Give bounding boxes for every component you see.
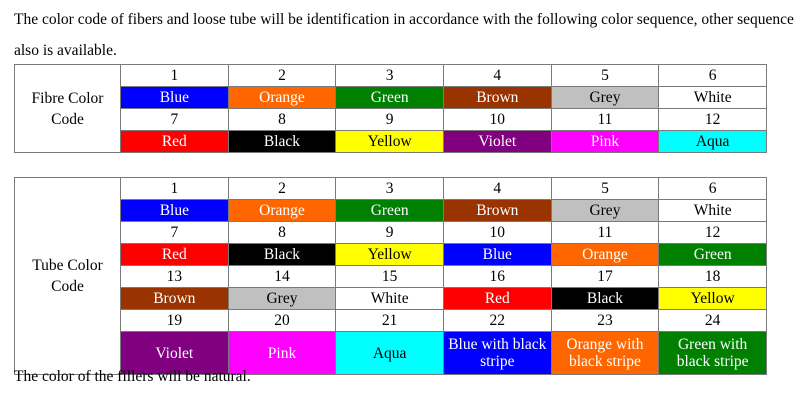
color-row: Red Black Yellow Violet Pink Aqua [15, 130, 767, 153]
color-swatch-cell: Grey [550, 199, 660, 222]
color-swatch-cell: Yellow [335, 130, 444, 153]
position-number-cell: 13 [120, 265, 229, 288]
fillers-note: The color of the fillers will be natural… [14, 368, 251, 385]
position-number-cell: 2 [227, 64, 337, 87]
position-number-cell: 23 [550, 309, 660, 332]
color-swatch-cell: White [658, 86, 767, 109]
position-number-cell: 16 [442, 265, 552, 288]
color-swatch-cell: Black [227, 243, 337, 266]
number-row: 13 14 15 16 17 18 [15, 265, 767, 288]
color-swatch-cell: Green with black stripe [658, 331, 767, 375]
color-swatch-cell: Red [120, 130, 229, 153]
position-number-cell: 8 [227, 221, 337, 244]
color-row: Blue Orange Green Brown Grey White [15, 86, 767, 109]
color-swatch-cell: Aqua [658, 130, 767, 153]
position-number-cell: 1 [120, 64, 229, 87]
number-row: Tube Color Code 1 2 3 4 5 6 [14, 177, 767, 375]
table-label-line: Code [51, 278, 84, 295]
color-swatch-cell: Yellow [658, 287, 767, 310]
position-number-cell: 22 [442, 309, 552, 332]
position-number-cell: 14 [227, 265, 337, 288]
color-swatch-cell: Black [227, 130, 337, 153]
color-swatch-cell: Green [335, 199, 444, 222]
color-swatch-cell: Pink [550, 130, 660, 153]
color-swatch-cell: Brown [442, 86, 552, 109]
color-swatch-cell: White [335, 287, 444, 310]
color-swatch-cell: Black [550, 287, 660, 310]
color-row: Red Black Yellow Blue Orange Green [15, 243, 767, 266]
color-swatch-cell: Grey [550, 86, 660, 109]
number-row: 7 8 9 10 11 12 [15, 221, 767, 244]
color-swatch-cell: Red [120, 243, 229, 266]
position-number-cell: 5 [550, 64, 660, 87]
position-number-cell: 18 [658, 265, 767, 288]
position-number-cell: 7 [120, 221, 229, 244]
color-swatch-cell: Grey [227, 287, 337, 310]
position-number-cell: 8 [227, 108, 337, 131]
position-number-cell: 20 [227, 309, 337, 332]
position-number-cell: 1 [120, 177, 229, 200]
intro-paragraph: The color code of fibers and loose tube … [14, 11, 794, 59]
color-swatch-cell: Orange [550, 243, 660, 266]
color-swatch-cell: White [658, 199, 767, 222]
number-row: 7 8 9 10 11 12 [15, 108, 767, 131]
position-number-cell: 24 [658, 309, 767, 332]
position-number-cell: 9 [335, 221, 444, 244]
position-number-cell: 9 [335, 108, 444, 131]
position-number-cell: 7 [120, 108, 229, 131]
table-label-line: Code [51, 110, 84, 128]
position-number-cell: 11 [550, 108, 660, 131]
color-swatch-cell: Orange [227, 86, 337, 109]
position-number-cell: 6 [658, 177, 767, 200]
position-number-cell: 4 [442, 177, 552, 200]
position-number-cell: 19 [120, 309, 229, 332]
position-number-cell: 15 [335, 265, 444, 288]
table-label-line: Tube Color [32, 257, 103, 274]
position-number-cell: 6 [658, 64, 767, 87]
position-number-cell: 12 [658, 108, 767, 131]
position-number-cell: 10 [442, 221, 552, 244]
color-swatch-cell: Orange [227, 199, 337, 222]
number-row: Fibre Color Code 1 2 3 4 5 6 [14, 64, 767, 153]
color-swatch-cell: Brown [120, 287, 229, 310]
fibre-color-code-table: Fibre Color Code 1 2 3 4 5 6 Blue Orange Green Brow… [14, 64, 767, 153]
position-number-cell: 4 [442, 64, 552, 87]
table-label-line: Fibre Color [31, 89, 104, 107]
color-row: Brown Grey White Red Black Yellow [15, 287, 767, 310]
position-number-cell: 17 [550, 265, 660, 288]
table-label: Tube Color Code [14, 177, 121, 375]
position-number-cell: 11 [550, 221, 660, 244]
color-swatch-cell: Violet [442, 130, 552, 153]
tube-color-code-table: Tube Color Code 1 2 3 4 5 6 Blue Orange Green Brown… [14, 177, 767, 375]
position-number-cell: 21 [335, 309, 444, 332]
color-swatch-cell: Green [658, 243, 767, 266]
position-number-cell: 3 [335, 177, 444, 200]
number-row: 19 20 21 22 23 24 [15, 309, 767, 332]
color-swatch-cell: Blue with black stripe [442, 331, 552, 375]
color-swatch-cell: Green [335, 86, 444, 109]
color-swatch-cell: Blue [120, 86, 229, 109]
position-number-cell: 12 [658, 221, 767, 244]
color-swatch-cell: Blue [120, 199, 229, 222]
color-row: Blue Orange Green Brown Grey White [15, 199, 767, 222]
position-number-cell: 3 [335, 64, 444, 87]
color-swatch-cell: Blue [442, 243, 552, 266]
position-number-cell: 5 [550, 177, 660, 200]
color-swatch-cell: Violet [120, 331, 229, 375]
color-row: Violet Pink Aqua Blue with black stripe Oran… [15, 331, 767, 375]
position-number-cell: 2 [227, 177, 337, 200]
position-number-cell: 10 [442, 108, 552, 131]
color-swatch-cell: Red [442, 287, 552, 310]
color-swatch-cell: Aqua [335, 331, 444, 375]
color-swatch-cell: Yellow [335, 243, 444, 266]
color-swatch-cell: Brown [442, 199, 552, 222]
color-swatch-cell: Orange with black stripe [550, 331, 660, 375]
table-label: Fibre Color Code [14, 64, 121, 153]
